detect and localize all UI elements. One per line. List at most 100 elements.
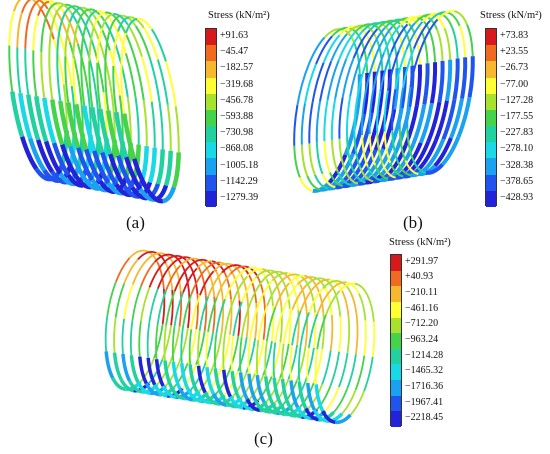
legend-value-label: −210.11 [405,287,438,299]
ring-segment [163,360,174,389]
ring-segment [213,368,224,397]
legend-swatch [206,45,216,62]
ring-segment [195,390,210,405]
ring-segment [18,92,33,139]
legend-value-label: −378.65 [500,175,534,187]
ring-segment [140,56,153,102]
ring-segment [237,336,248,372]
ring-segment [315,101,322,143]
ring-segment [115,154,135,189]
ring-segment [420,18,439,48]
ring-segment [77,8,90,24]
ring-segment [280,378,291,407]
ring-segment [374,164,389,180]
ring-segment [222,369,232,398]
ring-segment [291,285,307,310]
ring-segment [444,59,453,102]
coil-ring [383,13,453,179]
ring-segment [187,258,204,268]
ring-segment [170,326,181,361]
legend-swatch [391,301,401,318]
ring-segment [181,364,197,390]
ring-segment [354,74,362,116]
ring-segment [204,261,221,271]
ring-segment [156,360,172,386]
ring-segment [316,314,327,350]
ring-segment [146,189,164,204]
ring-segment [112,65,118,113]
legend-swatch [206,93,216,110]
ring-segment [449,98,465,139]
ring-segment [232,301,243,337]
ring-segment [298,176,314,192]
coil-ring [171,260,233,402]
ring-segment [399,66,408,109]
ring-segment [272,377,283,406]
ring-segment [329,172,344,187]
ring-segment [173,363,189,388]
ring-segment [232,275,248,301]
ring-segment [247,338,251,374]
ring-segment [182,267,198,293]
ring-segment [190,269,206,295]
ring-segment [351,168,366,184]
legend-value-label: −730.98 [220,127,254,139]
ring-segment [262,304,267,340]
ring-segment [352,29,371,59]
ring-segment [364,53,378,95]
legend-value-label: −1465.32 [405,365,444,377]
ring-segment [229,265,246,275]
ring-segment [145,252,162,262]
legend-value-label: −319.68 [220,78,254,90]
ring-segment [249,278,265,304]
ring-segment [169,386,185,401]
ring-segment [407,65,415,108]
ring-segment [390,36,399,69]
ring-segment [346,354,357,389]
caption-b: (b) [403,213,423,232]
ring-segment [453,10,469,26]
ring-segment [129,355,140,383]
ring-segment [338,97,344,139]
ring-segment [161,325,173,360]
coil-ring [289,278,351,421]
ring-segment [171,326,176,362]
coil-ring [196,264,258,406]
coil-ring [398,11,468,177]
ring-segment [338,352,349,388]
legend-swatch [486,61,496,78]
ring-segment [51,142,71,177]
ring-segment [69,6,82,23]
ring-segment [249,304,260,339]
ring-segment [181,293,193,329]
ring-segment [375,25,394,55]
ring-segment [299,286,316,312]
legend-swatch [486,45,496,62]
ring-segment [190,266,199,295]
ring-segment [190,365,206,391]
ring-segment [279,307,283,343]
ring-segment [360,41,369,73]
legend-a: Stress (kN/m²) +91.63 −45.47 −182.57 −319.6… [200,10,280,210]
ring-segment [114,111,129,158]
ring-segment [171,152,181,188]
ring-segment [304,311,309,347]
ring-segment [237,397,252,411]
ring-segment [332,289,342,317]
ring-segment [139,357,155,383]
ring-segment [220,297,225,334]
ring-segment [255,374,266,403]
ring-segment [52,39,65,85]
ring-segment [121,318,125,354]
ring-segment [154,359,165,387]
ring-segment [64,56,70,103]
ring-segment [224,274,240,300]
caption-a: (a) [126,213,145,232]
ring-segment [287,344,299,380]
ring-segment [290,381,307,407]
ring-segment [178,327,189,363]
ring-segment [64,21,71,57]
ring-segment [212,332,223,368]
ring-segment [425,138,446,169]
ring-segment [337,280,352,293]
